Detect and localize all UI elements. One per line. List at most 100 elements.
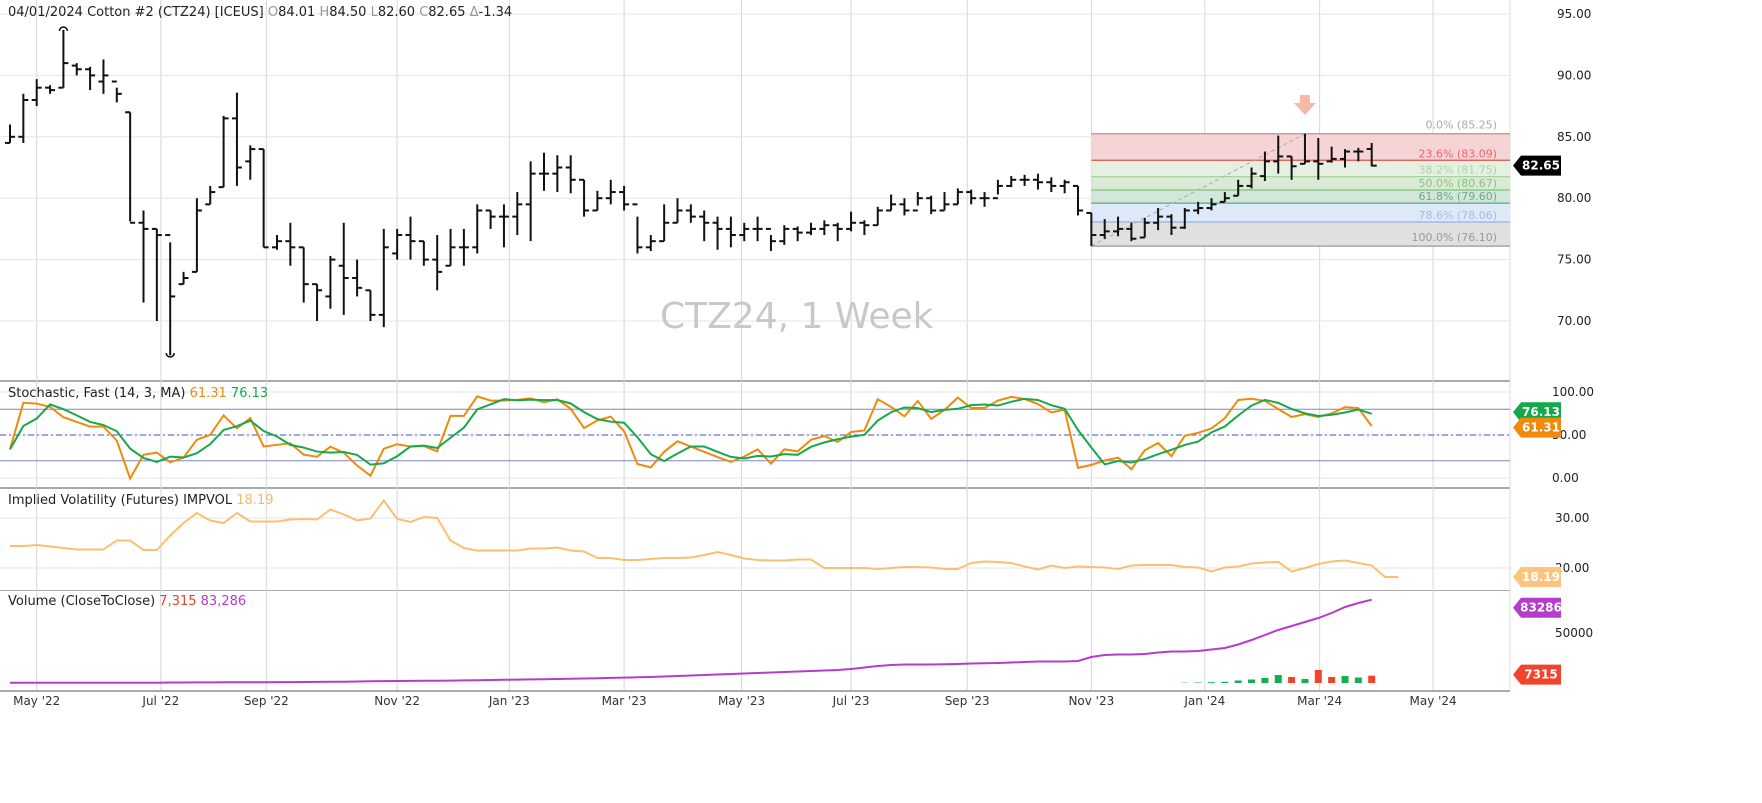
x-tick-label: Jan '24	[1183, 694, 1225, 708]
x-tick-label: May '23	[718, 694, 765, 708]
panel-bg	[0, 489, 1762, 590]
fib-zone	[1091, 203, 1510, 223]
header-symbol: Cotton #2 (CTZ24) [ICEUS]	[87, 5, 264, 20]
stoch-d-value: 76.13	[230, 386, 269, 401]
open-interest-badge	[1513, 597, 1561, 618]
price-header: 04/01/2024 Cotton #2 (CTZ24) [ICEUS] O84…	[8, 5, 512, 20]
volume-badge-label: 7315	[1524, 668, 1557, 682]
volume-bar	[1274, 675, 1282, 683]
volume-bar	[1368, 675, 1376, 683]
watermark: CTZ24, 1 Week	[660, 296, 934, 337]
fib-level-label: 38.2% (81.75)	[1418, 164, 1497, 177]
stoch-tick-label: 0.00	[1552, 471, 1579, 485]
iv-badge	[1513, 567, 1561, 588]
x-tick-label: Jul '22	[141, 694, 179, 708]
high-value: 84.50	[329, 5, 367, 20]
fib-level-label: 61.8% (79.60)	[1418, 190, 1497, 203]
volume-tick-label: 50000	[1555, 626, 1593, 640]
oi-value: 83,286	[200, 594, 247, 609]
stoch-d-badge-label: 76.13	[1522, 405, 1560, 419]
change-label: Δ	[469, 5, 479, 20]
low-marker-icon	[165, 352, 175, 358]
iv-title: Implied Volatility (Futures)	[8, 493, 179, 508]
stoch-title: Stochastic, Fast	[8, 386, 110, 401]
down-arrow-icon	[1293, 95, 1316, 115]
stoch-k-value: 61.31	[189, 386, 227, 401]
volume-bar	[1221, 681, 1229, 683]
iv-tick-label: 20.00	[1555, 561, 1589, 575]
fib-level-label: 100.0% (76.10)	[1411, 231, 1497, 244]
volume-header: Volume (CloseToClose) 7,315 83,286	[8, 594, 246, 609]
fib-zone	[1091, 160, 1510, 177]
open-label: O	[267, 5, 279, 20]
volume-bar	[1208, 682, 1215, 683]
volume-title: Volume	[8, 594, 57, 609]
iv-code: IMPVOL	[183, 493, 233, 508]
fib-level-label: 23.6% (83.09)	[1418, 147, 1497, 160]
iv-badge-label: 18.19	[1522, 570, 1560, 584]
x-tick-label: Nov '23	[1068, 694, 1114, 708]
x-tick-label: May '22	[13, 694, 60, 708]
open-interest-line	[10, 598, 1372, 684]
volume-bar	[1288, 677, 1296, 683]
volume-bar	[1248, 679, 1256, 683]
open-value: 84.01	[278, 5, 316, 20]
price-tick-label: 95.00	[1557, 7, 1591, 21]
volume-bar	[1234, 680, 1242, 683]
x-tick-label: Sep '22	[244, 694, 289, 708]
fib-zone	[1091, 133, 1510, 161]
x-tick-label: Mar '24	[1297, 694, 1342, 708]
volume-value: 7,315	[159, 594, 197, 609]
price-tick-label: 75.00	[1557, 253, 1591, 267]
stoch-k-badge-label: 61.31	[1522, 421, 1560, 435]
panel-bg	[0, 591, 1762, 690]
stoch-d-badge	[1513, 402, 1561, 423]
x-tick-label: Sep '23	[945, 694, 990, 708]
open-interest-badge-label: 83286	[1520, 601, 1562, 615]
fib-level-label: 0.0% (85.25)	[1425, 119, 1497, 132]
volume-bar	[1194, 682, 1202, 683]
price-tick-label: 90.00	[1557, 68, 1591, 82]
volume-bar	[1328, 677, 1336, 683]
stochastic-header: Stochastic, Fast (14, 3, MA) 61.31 76.13	[8, 386, 268, 401]
close-label: C	[419, 5, 429, 20]
high-marker-icon	[58, 26, 69, 32]
low-value: 82.60	[377, 5, 416, 20]
iv-header: Implied Volatility (Futures) IMPVOL 18.1…	[8, 493, 273, 508]
stoch-d-line	[9, 397, 1373, 466]
fib-zone	[1091, 189, 1510, 204]
stoch-params: (14, 3, MA)	[113, 386, 186, 401]
fib-level-label: 78.6% (78.06)	[1418, 209, 1497, 222]
stoch-tick-label: 100.00	[1552, 385, 1594, 399]
fib-trend-line	[1091, 133, 1306, 247]
x-tick-label: May '24	[1410, 694, 1457, 708]
volume-bar	[1261, 678, 1269, 683]
fib-zone	[1091, 176, 1510, 190]
x-tick-label: Jan '23	[488, 694, 530, 708]
last-price-badge-label: 82.65	[1522, 159, 1560, 173]
price-tick-label: 80.00	[1557, 191, 1591, 205]
x-tick-label: Nov '22	[374, 694, 420, 708]
iv-value: 18.19	[236, 493, 274, 508]
iv-tick-label: 30.00	[1555, 511, 1589, 525]
volume-badge	[1513, 664, 1561, 685]
volume-mode: (CloseToClose)	[60, 594, 156, 609]
header-date: 04/01/2024	[8, 5, 83, 20]
change-value: -1.34	[478, 5, 513, 20]
fib-zone	[1091, 222, 1510, 247]
x-tick-label: Mar '23	[602, 694, 647, 708]
high-label: H	[319, 5, 330, 20]
low-label: L	[370, 5, 378, 20]
volume-bar	[1314, 670, 1322, 683]
volume-bar	[1354, 677, 1362, 683]
close-value: 82.65	[428, 5, 466, 20]
last-price-badge	[1513, 155, 1561, 176]
volume-bar	[1301, 679, 1309, 683]
price-tick-label: 85.00	[1557, 130, 1591, 144]
iv-line	[10, 498, 1399, 579]
price-tick-label: 70.00	[1557, 314, 1591, 328]
stoch-k-badge	[1513, 417, 1561, 438]
x-tick-label: Jul '23	[832, 694, 870, 708]
